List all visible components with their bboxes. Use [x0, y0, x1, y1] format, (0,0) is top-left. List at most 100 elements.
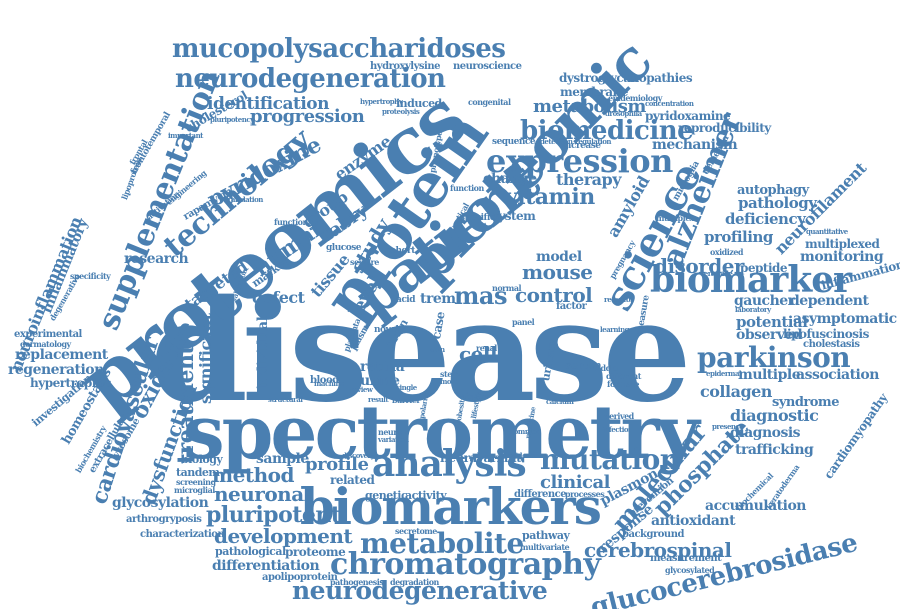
word-epidermal: epidermal: [706, 369, 742, 378]
word-pluripotent: pluripotent: [206, 502, 341, 528]
word-translation: translation: [225, 195, 263, 204]
word-multiplex: multiplex: [656, 213, 695, 223]
word-mutation: mutation: [540, 443, 680, 476]
word-derived: derived: [604, 411, 634, 421]
word-more: more: [440, 377, 459, 386]
word-autophagy: autophagy: [737, 183, 809, 198]
word-mass: mas: [454, 281, 507, 310]
word-glycosylated: glycosylated: [665, 565, 715, 575]
word-variation: variation: [378, 435, 409, 444]
word-cohort: cohort: [385, 246, 415, 256]
word-significant: significant: [196, 313, 215, 404]
word-research: research: [124, 251, 189, 267]
word-differentiation: differentiation: [212, 558, 320, 574]
word-neuron: neuron: [378, 427, 408, 437]
word-panel: panel: [512, 317, 535, 327]
word-biomarkers: biomarkers: [300, 477, 602, 536]
word-formate: formate: [607, 379, 639, 389]
word-proteolysis: proteolysis: [382, 107, 420, 116]
word-cerebrospinal: cerebrospinal: [584, 538, 732, 562]
word-model: model: [536, 249, 582, 265]
word-trafficking: trafficking: [735, 442, 814, 458]
word-result: result: [368, 395, 389, 404]
word-mouse: mouse: [522, 260, 593, 284]
word-normal: normal: [492, 283, 522, 293]
word-dependent: dependent: [790, 293, 869, 309]
word-renal: renal: [476, 343, 497, 353]
word-development: development: [214, 524, 353, 548]
word-middle: middle: [590, 363, 618, 373]
word-laboratory: laboratory: [735, 305, 771, 314]
word-neuroscience: neuroscience: [453, 61, 522, 72]
word-system: system: [492, 209, 536, 223]
word-biology: biology: [181, 453, 223, 466]
word-antioxidant: antioxidant: [651, 513, 736, 529]
word-monitoring: monitoring: [800, 249, 884, 265]
word-cholestasis: cholestasis: [803, 339, 860, 350]
word-pathogenesis: pathogenesis: [330, 577, 384, 587]
word-arthrogryposis: arthrogryposis: [126, 514, 202, 525]
word-detection: detection: [540, 137, 573, 146]
word-peptide: peptide: [740, 261, 788, 275]
word-variant: variant: [477, 451, 522, 465]
word-replacement: replacement: [15, 347, 108, 363]
word-drosophila: drosophila: [605, 109, 642, 118]
word-important: important: [168, 131, 203, 140]
word-receptor: receptor: [604, 295, 634, 304]
word-retina: retina: [360, 359, 405, 375]
word-ceramide: ceramide: [700, 269, 733, 278]
word-activity: activity: [405, 489, 447, 502]
word-specificity: specificity: [70, 271, 111, 281]
word-difference: difference: [514, 489, 567, 500]
word-metabolism: metabolism: [533, 96, 646, 117]
word-neurodegenerative: neurodegenerative: [292, 576, 548, 605]
word-characterization: characterization: [140, 529, 225, 540]
word-acid: acid: [396, 295, 416, 305]
word-congenital: congenital: [468, 97, 511, 107]
word-different: different: [606, 371, 641, 381]
word-epidemiology: epidemiology: [608, 93, 662, 103]
word-background: background: [622, 529, 684, 540]
word-urine: urine: [360, 373, 400, 389]
word-biomedicine: biomedicine: [520, 116, 694, 146]
word-functional: functional: [274, 217, 316, 227]
word-asymptomatic: asymptomatic: [793, 311, 897, 327]
word-collagen: collagen: [700, 382, 772, 401]
word-chromatography: chromatography: [330, 547, 601, 582]
word-therapy: therapy: [556, 170, 621, 189]
word-association: association: [796, 367, 879, 383]
word-apolipoprotein: apolipoprotein: [262, 572, 338, 583]
word-barrier: barrier: [392, 395, 421, 405]
word-disorder: disorder: [654, 254, 744, 278]
word-clinical: clinical: [540, 472, 611, 493]
word-deficiency: deficiency: [725, 210, 806, 228]
word-hypertrophic: hypertrophic: [30, 376, 111, 390]
word-learning: learning: [600, 325, 630, 334]
word-mucopolysaccharidoses: mucopolysaccharidoses: [172, 34, 506, 64]
word-review: review: [350, 385, 373, 394]
word-sample: sample: [256, 451, 309, 467]
word-observed: observed: [736, 327, 803, 343]
word-expression: expression: [486, 142, 673, 180]
word-common: common: [510, 427, 541, 436]
word-identification: identification: [207, 94, 329, 114]
word-pluripotency: pluripotency: [210, 115, 254, 124]
word-oxidized: oxidized: [710, 247, 744, 257]
word-structural: structural: [268, 395, 303, 404]
word-reproducibility: reproducibility: [678, 121, 771, 135]
word-analysis: analysis: [372, 443, 527, 485]
word-diagnostic: diagnostic: [730, 406, 819, 425]
word-processes: processes: [565, 489, 605, 499]
word-seizure: seizure: [350, 257, 379, 267]
word-measurement: measurement: [650, 553, 722, 564]
word-diagnosis: diagnosis: [730, 425, 801, 441]
word-screening: screening: [176, 477, 216, 487]
word-disease: disease: [150, 270, 692, 434]
word-infection: infection: [602, 425, 633, 434]
word-pathological: pathological: [215, 545, 286, 558]
word-pyridoxamine: pyridoxamine: [645, 109, 731, 123]
word-glucose: glucose: [326, 243, 362, 253]
word-multivariate: multivariate: [520, 542, 570, 552]
word-biomarker: biomarker: [650, 259, 852, 301]
